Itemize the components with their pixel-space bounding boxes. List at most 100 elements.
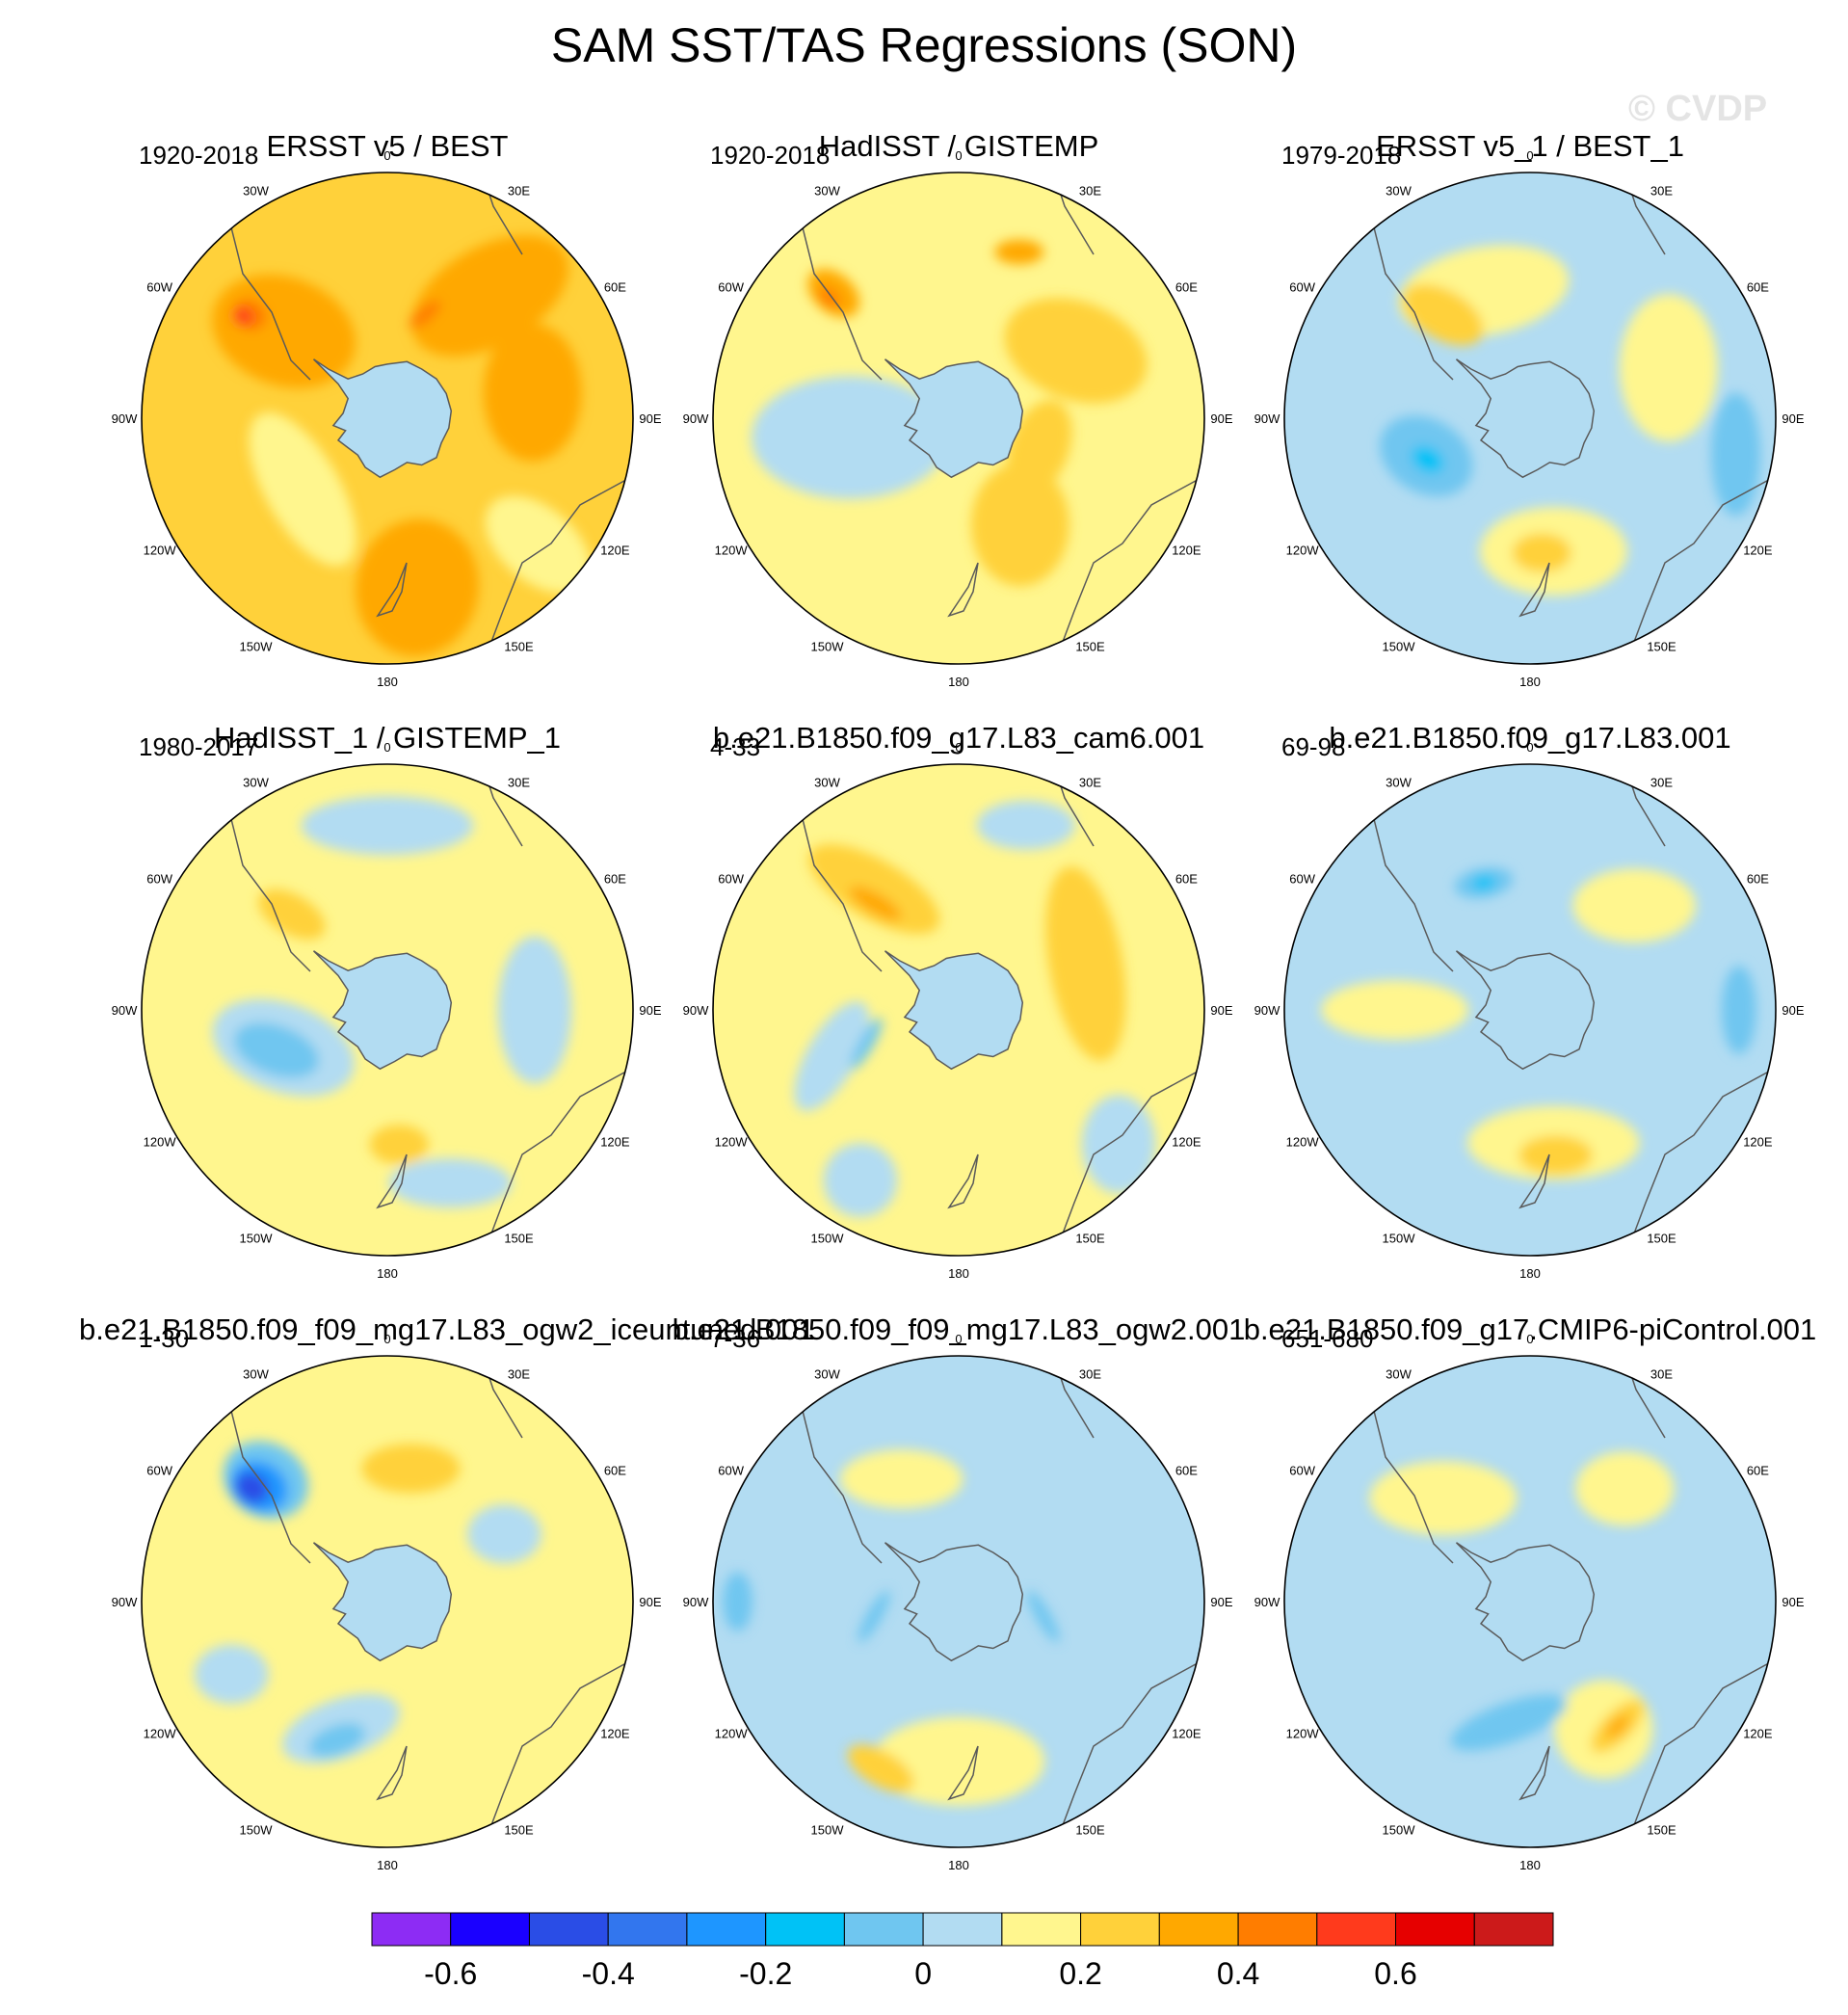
longitude-label: 0 — [955, 148, 962, 163]
anomaly-region — [232, 307, 252, 326]
anomaly-region — [258, 888, 326, 940]
longitude-label: 90W — [112, 1003, 138, 1018]
longitude-label: 150E — [1647, 639, 1676, 653]
new-zealand-coast — [947, 1153, 979, 1209]
anomaly-region — [994, 239, 1044, 265]
longitude-label: 150E — [504, 1822, 534, 1837]
antarctica-outline — [1455, 950, 1596, 1071]
longitude-label: 180 — [1519, 1266, 1541, 1281]
panel-years: 1980-2017 — [139, 732, 259, 761]
longitude-label: 180 — [1519, 675, 1541, 689]
south-america-coast — [1370, 215, 1454, 381]
panel-years: 69-98 — [1281, 732, 1346, 761]
longitude-label: 90E — [1210, 411, 1232, 426]
longitude-label: 150W — [811, 639, 845, 653]
longitude-label: 180 — [948, 1266, 969, 1281]
anomaly-region — [752, 376, 948, 499]
longitude-label: 60E — [1747, 872, 1769, 887]
longitude-label: 120E — [1743, 1135, 1773, 1150]
longitude-label: 120W — [715, 1727, 749, 1741]
longitude-label: 0 — [1526, 740, 1533, 755]
longitude-label: 90E — [1210, 1595, 1232, 1609]
colorbar-swatch — [529, 1912, 609, 1947]
colorbar-swatch — [1237, 1912, 1318, 1947]
anomaly-region — [872, 1716, 1045, 1806]
anomaly-region — [249, 412, 356, 567]
colorbar-swatch — [607, 1912, 688, 1947]
panel-title: HadISST_1 / GISTEMP_1 — [213, 721, 562, 755]
longitude-label: 90W — [1254, 411, 1280, 426]
colorbar-swatch — [1473, 1912, 1554, 1947]
longitude-label: 30W — [1386, 1367, 1412, 1382]
longitude-label: 60E — [1175, 872, 1198, 887]
anomaly-region — [301, 796, 474, 856]
colorbar-swatch — [1158, 1912, 1239, 1947]
longitude-label: 120W — [144, 544, 177, 558]
panel-title: ERSST v5_1 / BEST_1 — [1376, 129, 1684, 163]
longitude-label: 120E — [1172, 1727, 1201, 1741]
longitude-label: 150W — [1383, 639, 1416, 653]
panel-years: 1920-2018 — [139, 141, 259, 170]
longitude-label: 90W — [683, 1003, 709, 1018]
longitude-label: 30W — [814, 776, 840, 790]
polar-map: 0 30E 60E 90E 120E 150E 180 150W 120W 90W 60W 30W — [112, 148, 662, 689]
colorbar-tick-label: 0 — [914, 1956, 932, 1991]
panel-title: ERSST v5 / BEST — [266, 129, 509, 163]
longitude-label: 90E — [1210, 1003, 1232, 1018]
australia-coast — [488, 475, 633, 650]
map-border — [712, 172, 1205, 665]
anomaly-region — [1721, 966, 1756, 1054]
longitude-label: 180 — [377, 1266, 398, 1281]
longitude-label: 90E — [1782, 1595, 1804, 1609]
anomaly-region — [1081, 1095, 1156, 1194]
figure-title: SAM SST/TAS Regressions (SON) — [550, 18, 1298, 72]
longitude-label: 180 — [377, 1858, 398, 1872]
colorbar-swatch — [1080, 1912, 1160, 1947]
anomaly-region — [850, 1018, 883, 1070]
australia-coast — [1630, 475, 1776, 650]
anomaly-region — [1450, 1694, 1568, 1751]
australia-coast — [1630, 1658, 1776, 1834]
longitude-label: 150W — [240, 639, 274, 653]
longitude-label: 90W — [683, 411, 709, 426]
longitude-label: 150E — [1647, 1822, 1676, 1837]
longitude-label: 30E — [508, 184, 530, 199]
longitude-label: 30W — [243, 776, 269, 790]
longitude-label: 30W — [814, 184, 840, 199]
colorbar-swatch — [1395, 1912, 1475, 1947]
longitude-label: 90W — [683, 1595, 709, 1609]
longitude-label: 150E — [504, 639, 534, 653]
longitude-label: 150W — [811, 1231, 845, 1245]
longitude-label: 30W — [1386, 184, 1412, 199]
anomaly-region — [970, 463, 1069, 587]
colorbar-swatch — [371, 1912, 452, 1947]
longitude-label: 120W — [715, 544, 749, 558]
anomaly-region — [1575, 1451, 1675, 1526]
longitude-label: 60E — [1175, 1464, 1198, 1478]
polar-map: 0 30E 60E 90E 120E 150E 180 150W 120W 90W 60W 30W — [683, 740, 1233, 1281]
polar-map: 0 30E 60E 90E 120E 150E 180 150W 120W 90W 60W 30W — [683, 1332, 1233, 1872]
anomaly-region — [1411, 445, 1444, 474]
longitude-label: 30W — [243, 1367, 269, 1382]
colorbar-swatch — [922, 1912, 1003, 1947]
colorbar-tick-label: 0.6 — [1374, 1956, 1416, 1991]
map-border — [141, 1355, 634, 1848]
anomaly-region — [194, 1644, 269, 1704]
longitude-label: 60E — [604, 280, 626, 295]
longitude-label: 60E — [1747, 1464, 1769, 1478]
south-america-coast — [227, 807, 311, 972]
longitude-label: 30W — [243, 184, 269, 199]
south-america-coast — [227, 1398, 311, 1564]
longitude-label: 60E — [604, 872, 626, 887]
longitude-label: 0 — [383, 148, 390, 163]
longitude-label: 0 — [383, 1332, 390, 1346]
longitude-label: 60E — [1175, 280, 1198, 295]
longitude-label: 90W — [1254, 1003, 1280, 1018]
anomaly-region — [1403, 283, 1484, 346]
south-america-coast — [799, 1398, 883, 1564]
longitude-label: 120W — [715, 1135, 749, 1150]
anomaly-region — [839, 1449, 964, 1509]
longitude-label: 90E — [639, 411, 661, 426]
australia-coast — [488, 1658, 633, 1834]
